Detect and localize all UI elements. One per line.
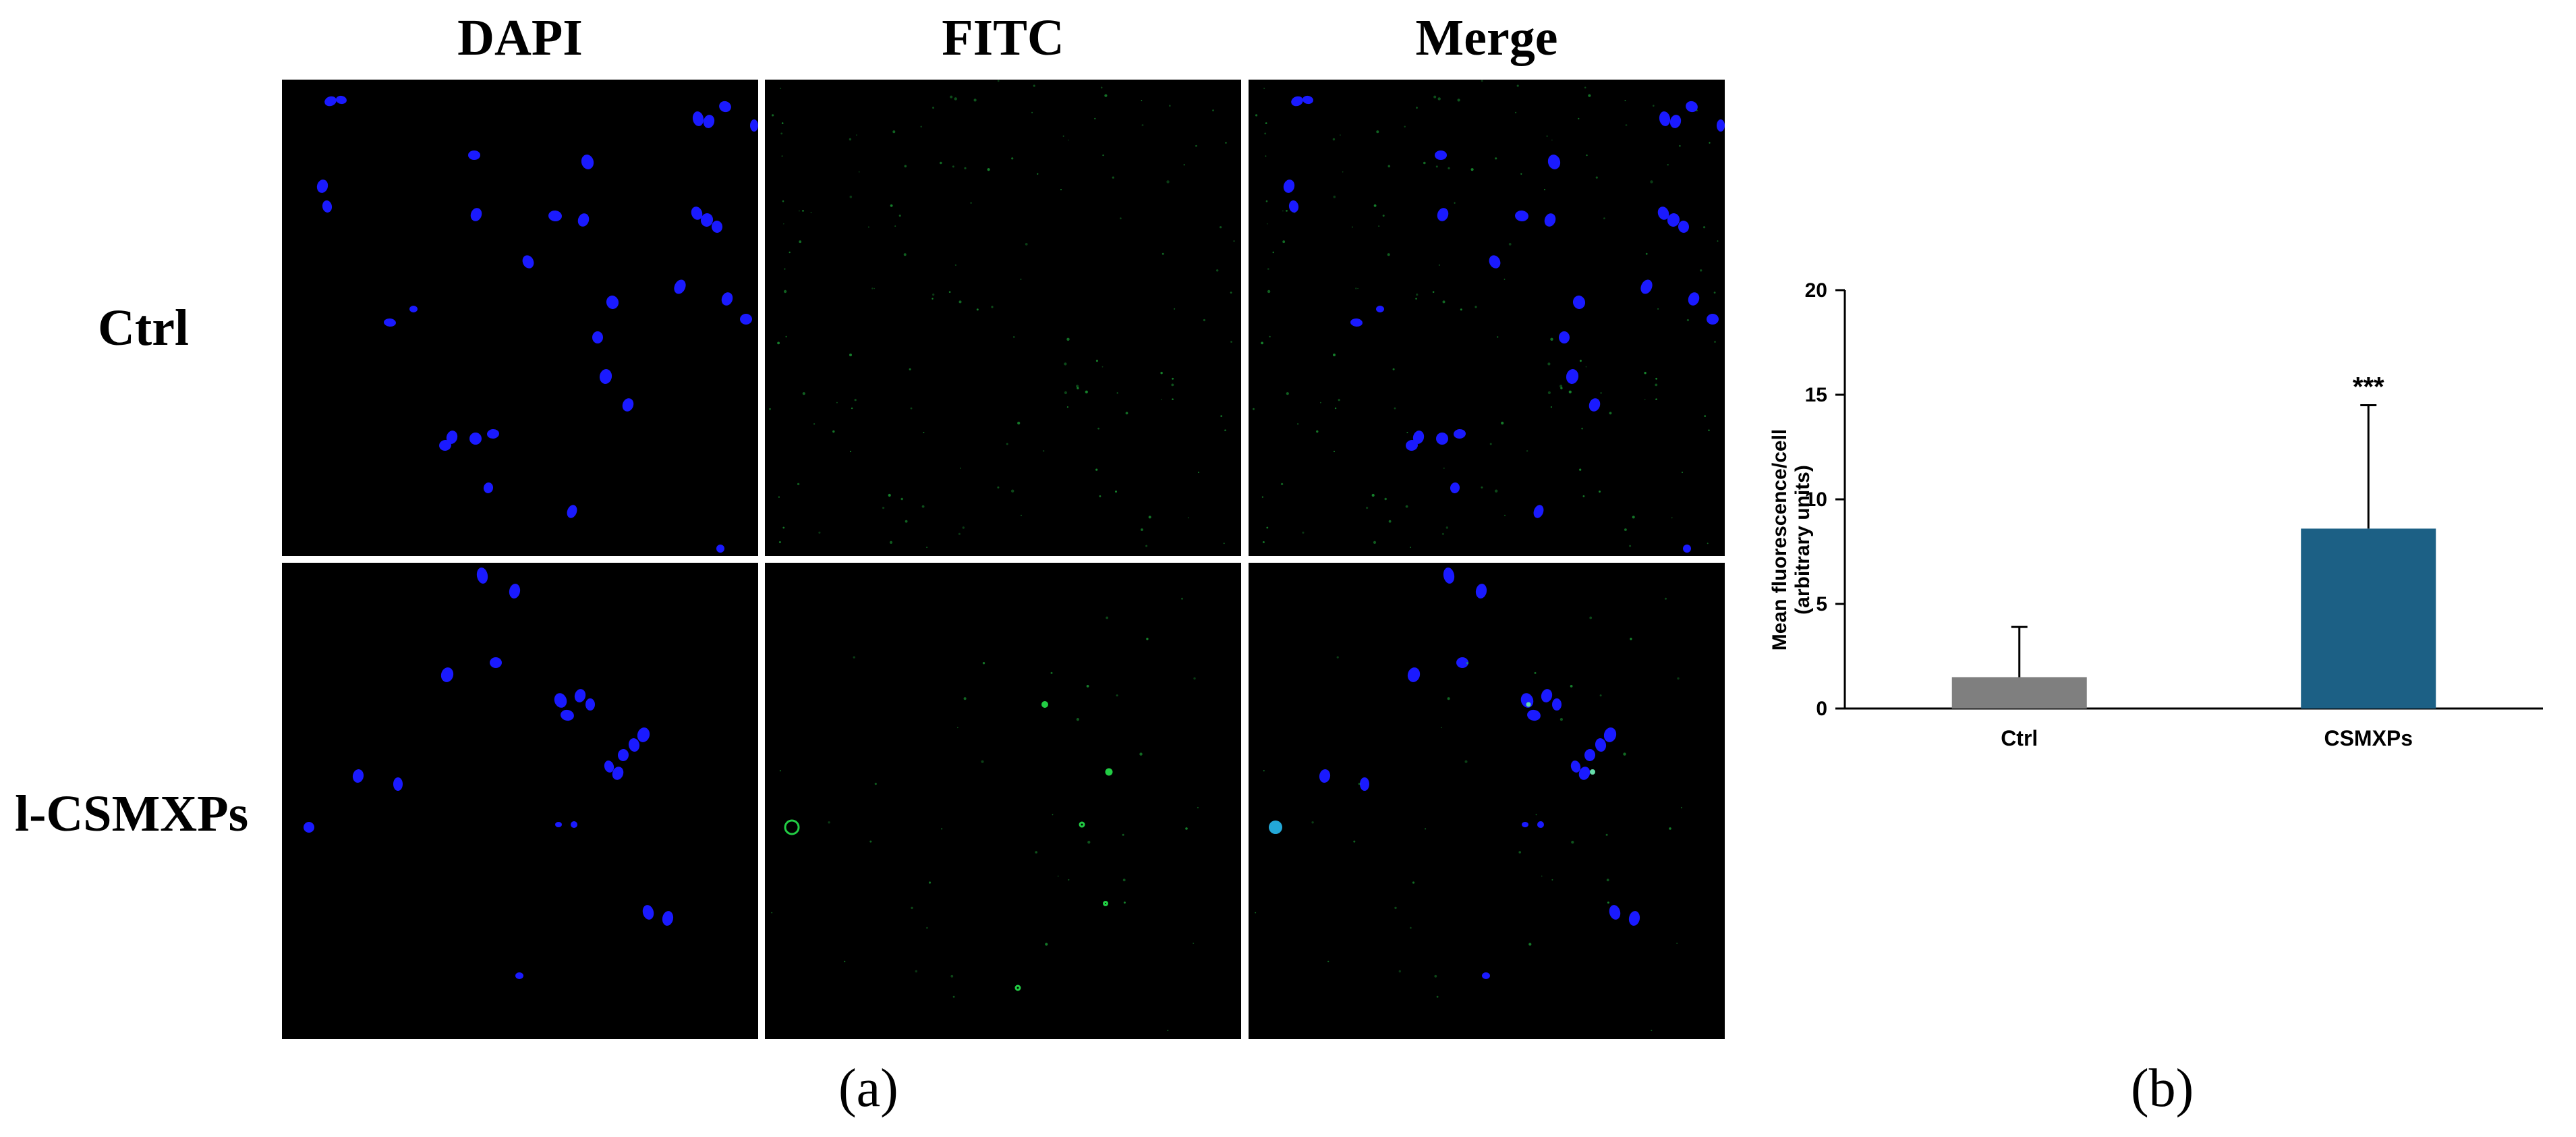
y-tick-label: 5	[1816, 593, 1827, 615]
image-ctrl-dapi	[282, 80, 758, 556]
image-csmxps-dapi	[282, 563, 758, 1039]
chart-bars	[1951, 404, 2436, 709]
bar-csmxps	[2301, 528, 2436, 709]
column-header-merge: Merge	[1415, 9, 1558, 66]
row-header-l-csmxps: l-CSMXPs	[15, 785, 249, 842]
y-tick-label: 15	[1805, 384, 1827, 406]
panel-label-a: (a)	[838, 1059, 898, 1118]
x-tick-label: Ctrl	[2001, 726, 2038, 750]
column-header-dapi: DAPI	[457, 9, 583, 66]
image-csmxps-merge	[1249, 563, 1725, 1039]
y-tick-label: 0	[1816, 698, 1827, 720]
panel-label-b: (b)	[2131, 1059, 2194, 1118]
image-csmxps-fitc	[765, 563, 1241, 1039]
chart-labels: Mean fluorescence/cell(arbitrary units) C…	[1769, 372, 2413, 751]
bar-ctrl	[1951, 677, 2087, 709]
y-tick-label: 20	[1805, 279, 1827, 302]
microscopy-image-grid	[282, 80, 1725, 1044]
row-header-ctrl: Ctrl	[98, 300, 190, 356]
y-axis-label: Mean fluorescence/cell(arbitrary units)	[1769, 429, 1814, 650]
column-header-fitc: FITC	[942, 9, 1064, 66]
fluorescence-bar-chart: 0 5 10 15 20 Mean fluorescence/cell(arbitrar…	[1769, 279, 2543, 751]
x-tick-label: CSMXPs	[2324, 726, 2413, 750]
y-tick-label: 10	[1805, 489, 1827, 511]
significance-annotation: ***	[2353, 372, 2384, 402]
image-ctrl-merge	[1249, 80, 1725, 556]
image-ctrl-fitc	[765, 80, 1241, 556]
